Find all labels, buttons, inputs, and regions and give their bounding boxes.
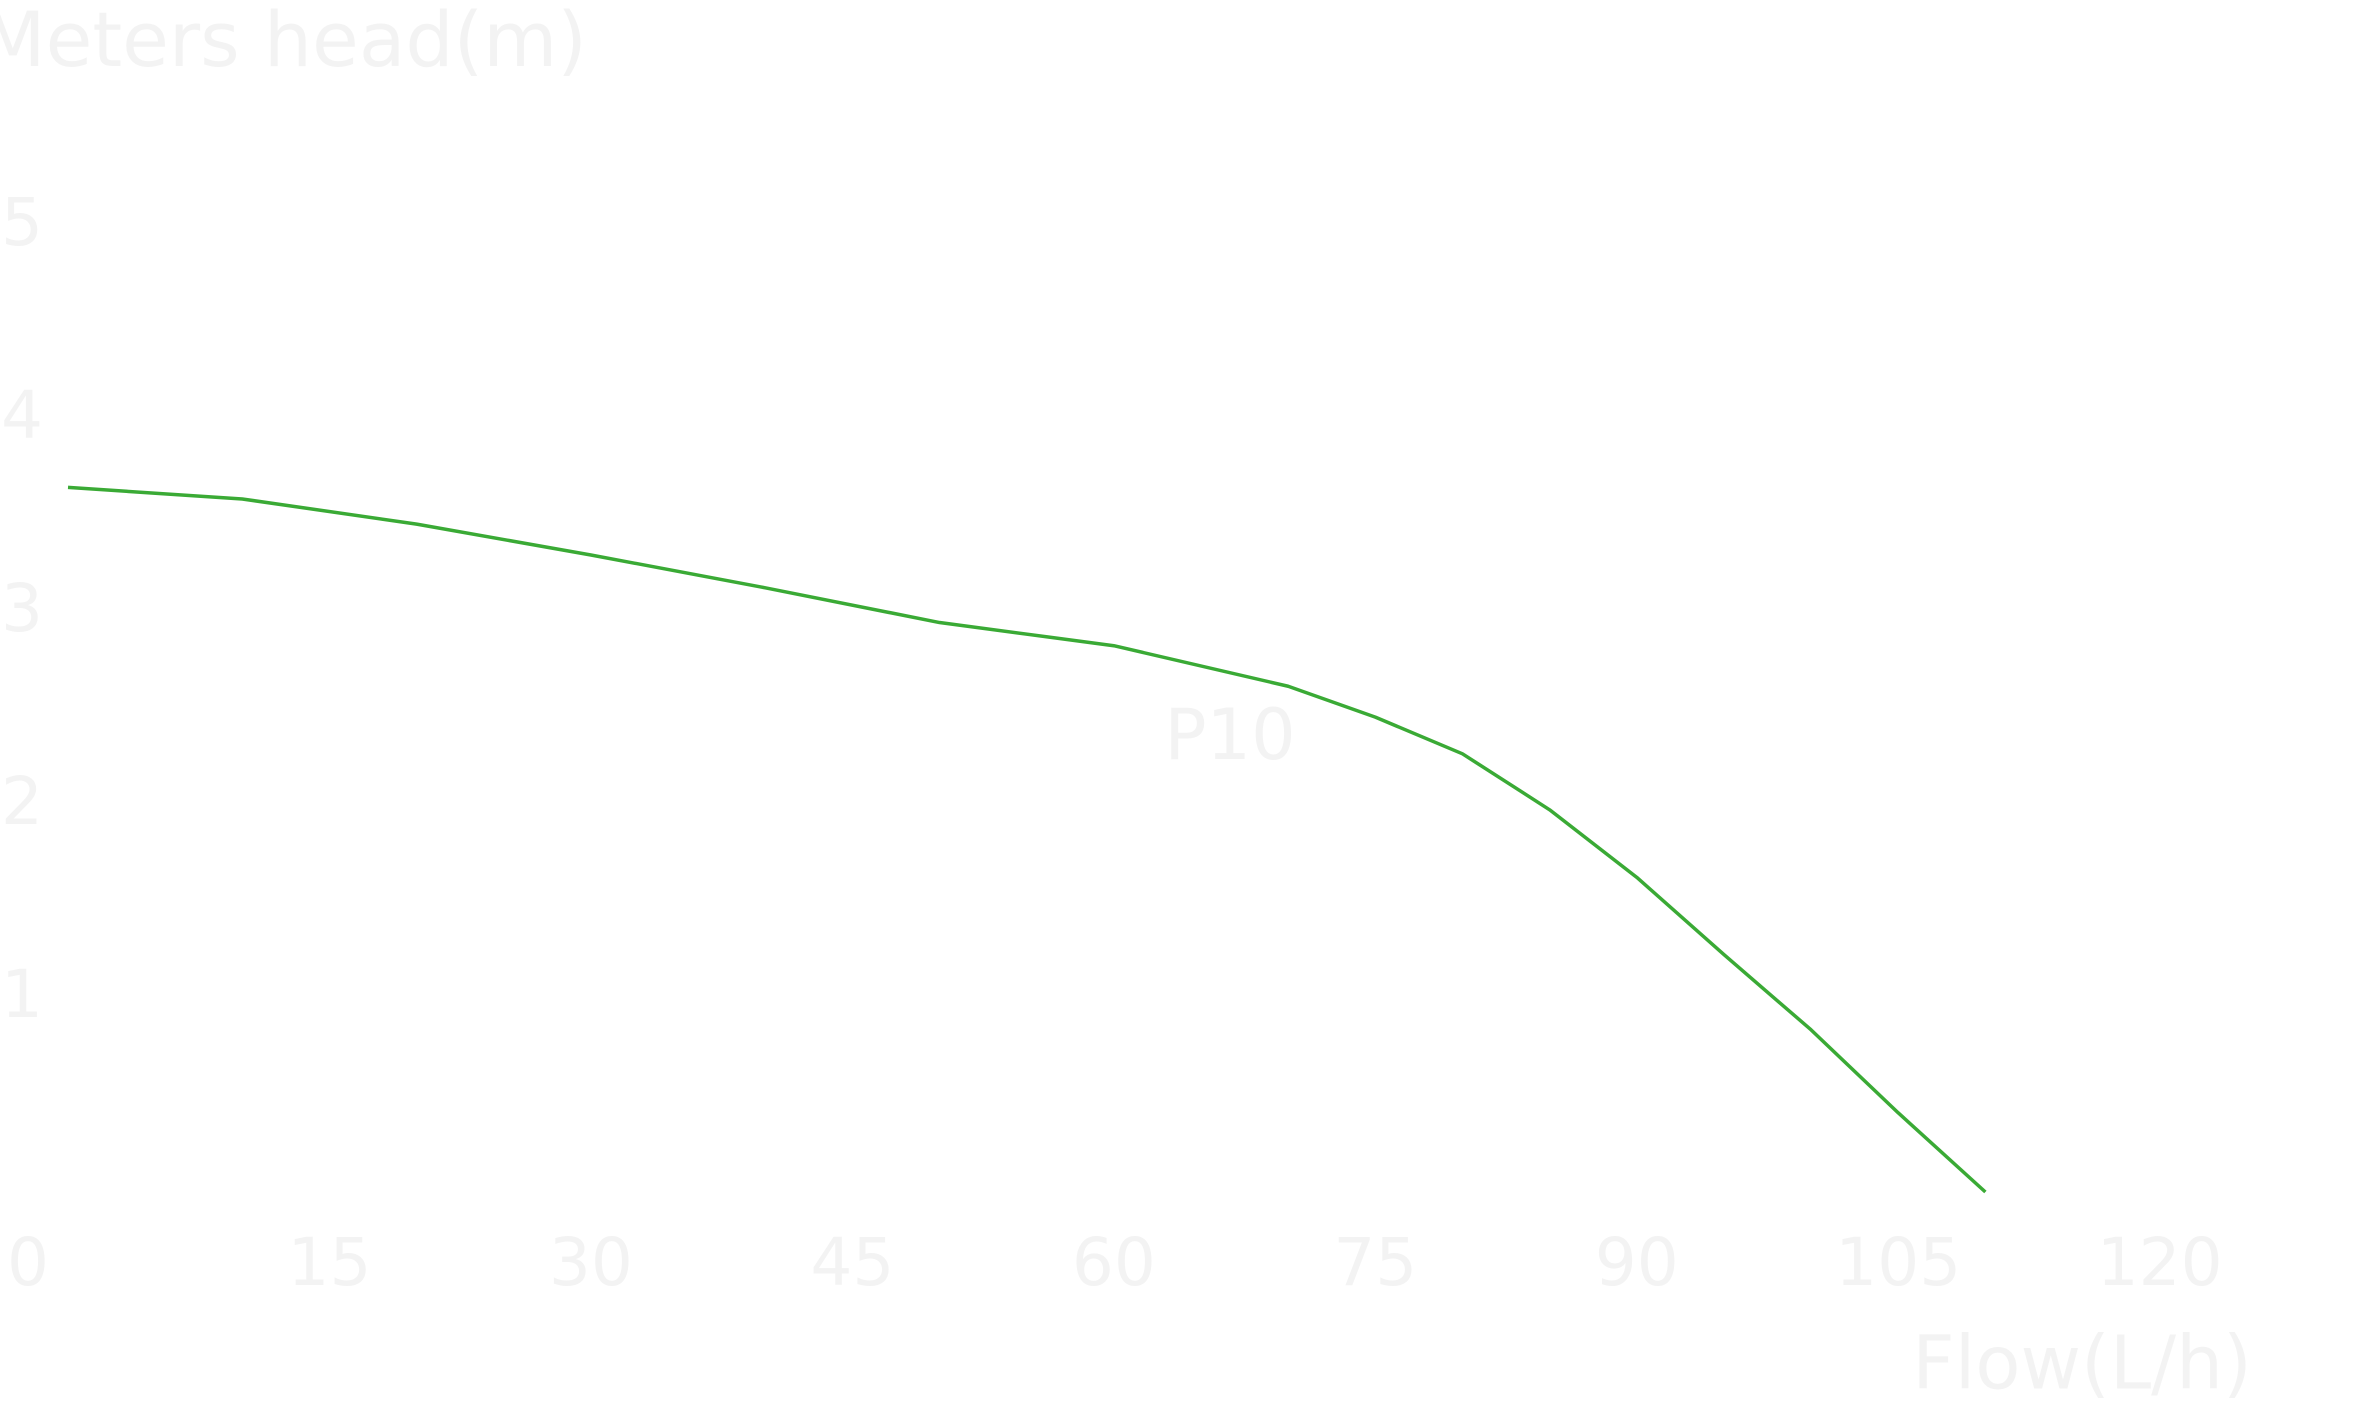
x-tick-label: 45 [810,1224,894,1301]
x-tick-label: 15 [287,1224,371,1301]
x-tick-label: 105 [1835,1224,1961,1301]
y-tick-label: 4 [1,377,43,454]
x-tick-label: 120 [2097,1224,2223,1301]
x-tick-label: 30 [549,1224,633,1301]
x-axis-title: Flow(L/h) [1912,1321,2252,1407]
y-tick-label: 5 [1,184,43,261]
y-tick-label: 2 [1,763,43,840]
y-axis-title: Meters head(m) [0,0,587,84]
annotation: P10 [1164,694,1295,776]
x-tick-label: 0 [7,1224,49,1301]
y-tick-label: 1 [1,956,43,1033]
x-tick-label: 90 [1595,1224,1679,1301]
line-series [67,485,1987,1194]
x-tick-label: 60 [1072,1224,1156,1301]
y-tick-label: 3 [1,570,43,647]
x-tick-label: 75 [1333,1224,1417,1301]
